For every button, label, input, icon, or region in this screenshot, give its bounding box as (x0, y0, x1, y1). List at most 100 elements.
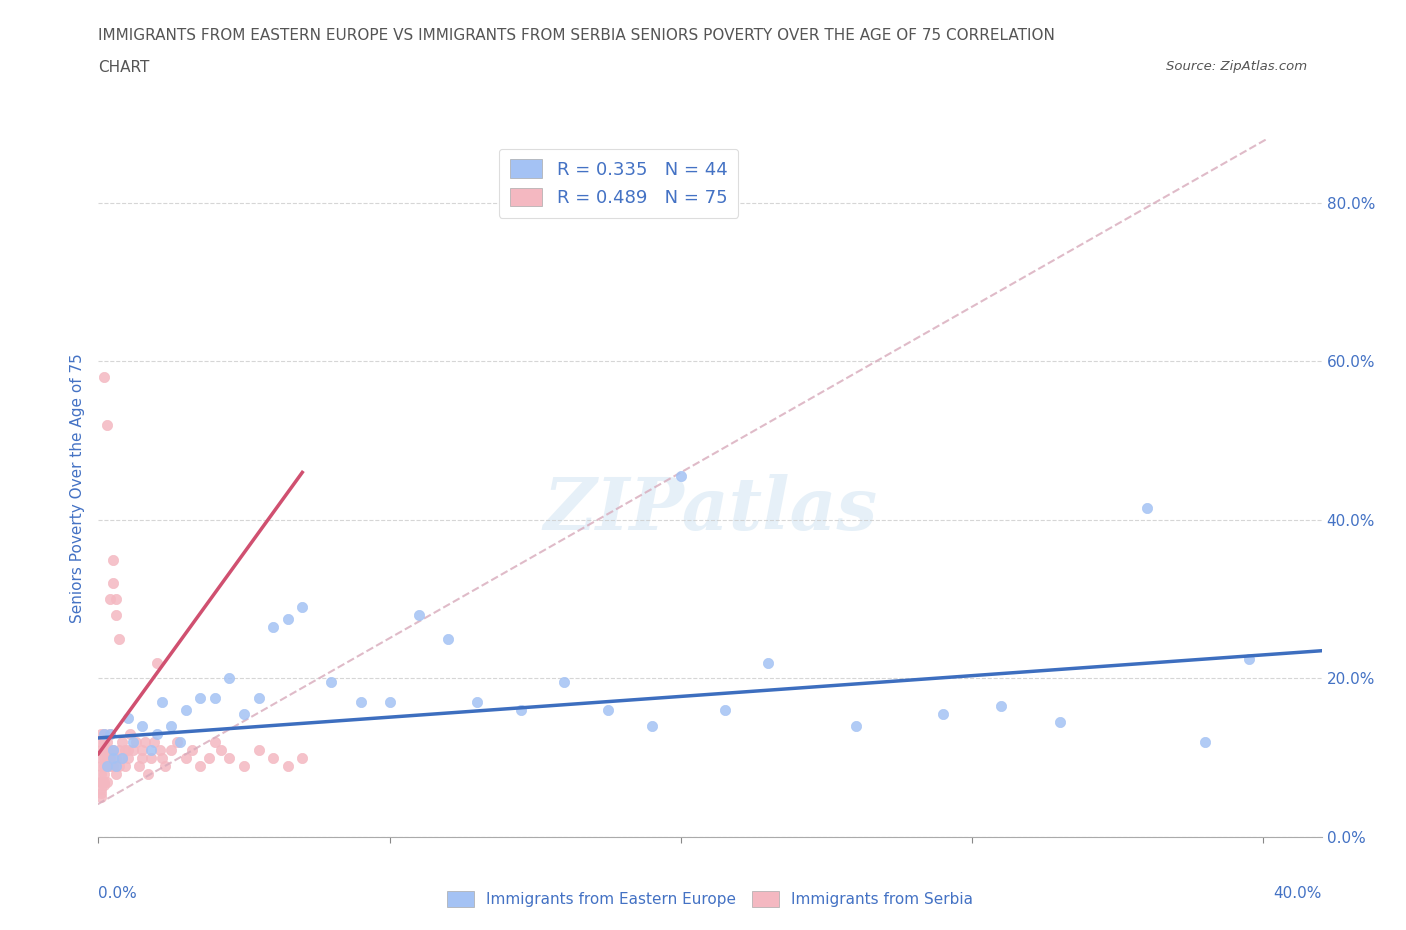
Point (198, 751, 221, 765)
Point (139, 742, 162, 757)
Point (90, 782, 112, 797)
Point (145, 726, 167, 741)
Point (408, 607, 430, 622)
Point (152, 751, 174, 765)
Point (90, 786, 112, 801)
Point (188, 758, 212, 773)
Point (90, 735, 112, 750)
Point (247, 691, 270, 706)
Point (98, 742, 121, 757)
Point (96, 758, 118, 773)
Point (90, 726, 112, 741)
Point (233, 758, 256, 773)
Point (90, 758, 112, 773)
Point (117, 711, 139, 725)
Point (204, 691, 226, 706)
Point (122, 735, 145, 750)
Point (509, 703, 531, 718)
Point (218, 671, 240, 686)
Point (98, 591, 121, 606)
Point (90, 790, 112, 804)
Point (990, 698, 1012, 713)
Point (155, 758, 177, 773)
Point (131, 719, 153, 734)
Point (166, 735, 188, 750)
Point (321, 675, 343, 690)
Point (93, 774, 115, 789)
Point (136, 766, 159, 781)
Point (125, 735, 148, 750)
Point (1136, 500, 1159, 515)
Text: ZIPatlas: ZIPatlas (543, 473, 877, 545)
Point (90, 742, 112, 757)
Point (101, 576, 124, 591)
Point (1049, 714, 1071, 729)
Point (93, 726, 115, 741)
Point (108, 631, 131, 646)
Point (96, 758, 118, 773)
Point (93, 778, 115, 793)
Point (209, 742, 232, 757)
Text: 0.0%: 0.0% (98, 885, 138, 901)
Point (262, 751, 284, 765)
Text: 40.0%: 40.0% (1274, 885, 1322, 901)
Point (128, 758, 150, 773)
Point (98, 758, 121, 773)
Legend: Immigrants from Eastern Europe, Immigrants from Serbia: Immigrants from Eastern Europe, Immigran… (440, 884, 980, 913)
Point (145, 655, 167, 670)
Point (291, 600, 314, 615)
Point (101, 742, 124, 757)
Point (437, 631, 460, 646)
Point (104, 758, 127, 773)
Point (114, 742, 136, 757)
Point (174, 751, 197, 765)
Point (1194, 735, 1216, 750)
Point (96, 774, 118, 789)
Point (93, 726, 115, 741)
Point (277, 612, 299, 627)
Point (262, 619, 284, 634)
Point (139, 751, 162, 765)
Point (98, 726, 121, 741)
Point (233, 707, 256, 722)
Point (93, 742, 115, 757)
Point (111, 735, 134, 750)
Point (122, 742, 145, 757)
Point (101, 758, 124, 773)
Point (96, 735, 118, 750)
Point (93, 751, 115, 765)
Point (669, 469, 692, 484)
Point (641, 719, 664, 734)
Text: IMMIGRANTS FROM EASTERN EUROPE VS IMMIGRANTS FROM SERBIA SENIORS POVERTY OVER TH: IMMIGRANTS FROM EASTERN EUROPE VS IMMIGR… (98, 28, 1056, 43)
Point (713, 703, 735, 718)
Text: CHART: CHART (98, 60, 150, 75)
Point (142, 735, 165, 750)
Point (131, 751, 153, 765)
Point (93, 766, 115, 781)
Point (96, 418, 118, 432)
Point (98, 726, 121, 741)
Point (104, 591, 127, 606)
Point (160, 742, 183, 757)
Point (247, 742, 270, 757)
Point (131, 742, 153, 757)
Point (160, 719, 183, 734)
Point (90, 774, 112, 789)
Point (93, 735, 115, 750)
Point (465, 695, 488, 710)
Point (117, 751, 139, 765)
Point (291, 751, 314, 765)
Point (1237, 651, 1260, 666)
Point (104, 751, 127, 765)
Point (101, 742, 124, 757)
Point (152, 695, 174, 710)
Text: Source: ZipAtlas.com: Source: ZipAtlas.com (1167, 60, 1308, 73)
Point (277, 758, 299, 773)
Point (174, 703, 197, 718)
Point (845, 719, 868, 734)
Point (104, 766, 127, 781)
Point (169, 735, 191, 750)
Point (180, 742, 202, 757)
Point (553, 675, 575, 690)
Point (188, 691, 212, 706)
